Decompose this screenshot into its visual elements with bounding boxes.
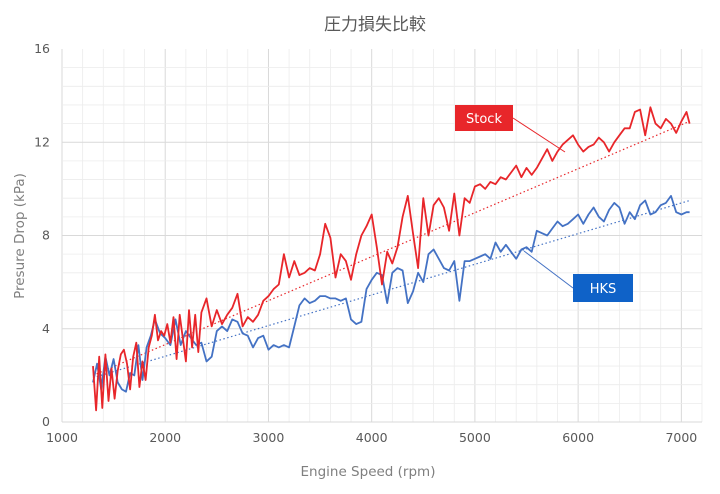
x-tick-label: 3000 bbox=[253, 430, 285, 445]
grid bbox=[61, 49, 703, 423]
stock-callout-leader bbox=[512, 117, 566, 153]
x-tick-label: 2000 bbox=[149, 430, 181, 445]
y-axis-label: Presure Drop (kPa) bbox=[12, 173, 28, 299]
stock-series-line bbox=[92, 106, 691, 412]
hks-callout-box bbox=[573, 274, 633, 302]
y-tick-label: 4 bbox=[42, 321, 50, 336]
stock-callout-label: Stock bbox=[466, 112, 502, 127]
tick-labels: 1000 2000 3000 4000 5000 6000 7000 0 4 8 12 16 bbox=[34, 41, 697, 445]
trendlines bbox=[92, 120, 690, 379]
y-tick-label: 12 bbox=[34, 134, 50, 149]
x-tick-label: 7000 bbox=[665, 430, 697, 445]
y-tick-label: 8 bbox=[42, 228, 50, 243]
x-tick-label: 1000 bbox=[46, 430, 78, 445]
y-tick-label: 16 bbox=[34, 41, 50, 56]
chart-title: 圧力損失比較 bbox=[324, 15, 426, 35]
x-tick-label: 5000 bbox=[459, 430, 491, 445]
y-tick-label: 0 bbox=[42, 414, 50, 429]
hks-callout-label: HKS bbox=[590, 282, 617, 297]
hks-callout-leader bbox=[523, 250, 574, 289]
stock-callout-box bbox=[455, 105, 513, 131]
x-tick-label: 6000 bbox=[562, 430, 594, 445]
callouts: Stock HKS bbox=[455, 105, 633, 302]
x-tick-label: 4000 bbox=[356, 430, 388, 445]
x-axis-label: Engine Speed (rpm) bbox=[301, 464, 436, 480]
stock-trendline bbox=[92, 120, 690, 376]
hks-series-line bbox=[92, 195, 690, 393]
series-lines bbox=[92, 106, 691, 412]
